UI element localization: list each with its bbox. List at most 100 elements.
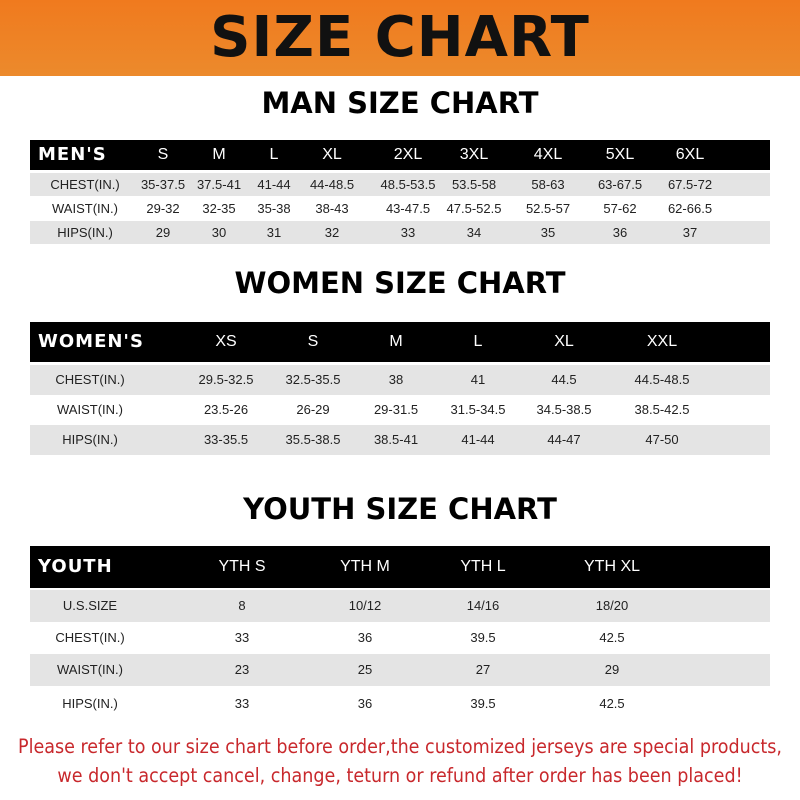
table-row: WAIST(IN.) 23.5-26 26-29 29-31.5 31.5-34.5 34… bbox=[30, 395, 770, 425]
measurement-label: WAIST(IN.) bbox=[57, 662, 123, 677]
men-chart-title: MAN SIZE CHART bbox=[261, 86, 539, 120]
banner: SIZE CHART bbox=[0, 0, 800, 76]
measurement-label: HIPS(IN.) bbox=[62, 696, 118, 711]
banner-title: SIZE CHART bbox=[210, 5, 590, 70]
size-header-cell: XL bbox=[554, 333, 574, 350]
size-header-cell: 3XL bbox=[459, 146, 489, 163]
size-header-cell: S bbox=[307, 333, 319, 350]
measurement-value: 26-29 bbox=[296, 402, 330, 417]
measurement-value: 41-44 bbox=[257, 177, 291, 192]
measurement-value: 27 bbox=[475, 662, 491, 677]
measurement-value: 39.5 bbox=[470, 696, 496, 711]
measurement-value: 43-47.5 bbox=[385, 201, 431, 216]
size-header-cell: XXL bbox=[646, 333, 678, 350]
measurement-value: 48.5-53.5 bbox=[380, 177, 436, 192]
measurement-value: 37 bbox=[682, 225, 698, 240]
table-row: CHEST(IN.) 29.5-32.5 32.5-35.5 38 41 44.5 44.5… bbox=[30, 365, 770, 395]
table-title-cell: MEN'S bbox=[38, 144, 107, 165]
measurement-value: 29.5-32.5 bbox=[198, 372, 254, 387]
size-header-cell: M bbox=[389, 333, 403, 350]
table-row: CHEST(IN.) 35-37.5 37.5-41 41-44 44-48.5 48.5… bbox=[30, 173, 770, 196]
measurement-value: 44.5-48.5 bbox=[634, 372, 690, 387]
size-header-cell: L bbox=[473, 333, 483, 350]
measurement-value: 30 bbox=[211, 225, 227, 240]
measurement-value: 32.5-35.5 bbox=[285, 372, 341, 387]
measurement-label: HIPS(IN.) bbox=[62, 432, 118, 447]
measurement-label: CHEST(IN.) bbox=[50, 177, 120, 192]
women-chart-title: WOMEN SIZE CHART bbox=[234, 266, 566, 300]
table-row: HIPS(IN.) 33 36 39.5 42.5 bbox=[30, 688, 770, 720]
size-header-cell: XL bbox=[322, 146, 342, 163]
size-header-cell: 5XL bbox=[605, 146, 635, 163]
measurement-value: 47-50 bbox=[645, 432, 679, 447]
size-header-cell: YTH L bbox=[460, 558, 506, 575]
notice-line-2: we don't accept cancel, change, teturn o… bbox=[57, 764, 743, 787]
size-header-cell: YTH S bbox=[218, 558, 266, 575]
measurement-value: 38.5-41 bbox=[373, 432, 419, 447]
measurement-value: 36 bbox=[612, 225, 628, 240]
measurement-value: 41 bbox=[470, 372, 486, 387]
table-header-row: WOMEN'S XS S M L XL XXL bbox=[30, 322, 770, 362]
measurement-value: 35-38 bbox=[257, 201, 291, 216]
measurement-label: WAIST(IN.) bbox=[52, 201, 118, 216]
size-header-cell: S bbox=[157, 146, 169, 163]
measurement-value: 38.5-42.5 bbox=[634, 402, 690, 417]
size-header-cell: 4XL bbox=[533, 146, 563, 163]
measurement-value: 32-35 bbox=[202, 201, 236, 216]
table-title-cell: YOUTH bbox=[38, 556, 113, 577]
measurement-value: 44-48.5 bbox=[309, 177, 355, 192]
measurement-value: 23.5-26 bbox=[203, 402, 249, 417]
table-header-row: MEN'S S M L XL 2XL 3XL 4XL 5XL 6XL bbox=[30, 140, 770, 170]
table-row: WAIST(IN.) 29-32 32-35 35-38 38-43 43-47.5 47.… bbox=[30, 197, 770, 220]
measurement-value: 34.5-38.5 bbox=[536, 402, 592, 417]
notice-line-1: Please refer to our size chart before or… bbox=[18, 735, 782, 758]
measurement-value: 38-43 bbox=[315, 201, 349, 216]
measurement-value: 33-35.5 bbox=[203, 432, 249, 447]
measurement-value: 53.5-58 bbox=[451, 177, 497, 192]
measurement-value: 62-66.5 bbox=[667, 201, 713, 216]
youth-chart-title: YOUTH SIZE CHART bbox=[243, 492, 557, 526]
table-header-row: YOUTH YTH S YTH M YTH L YTH XL bbox=[30, 546, 770, 588]
measurement-value: 8 bbox=[238, 598, 246, 613]
measurement-value: 33 bbox=[234, 630, 250, 645]
measurement-value: 10/12 bbox=[348, 598, 382, 613]
measurement-value: 37.5-41 bbox=[196, 177, 242, 192]
measurement-label: WAIST(IN.) bbox=[57, 402, 123, 417]
table-row: U.S.SIZE 8 10/12 14/16 18/20 bbox=[30, 590, 770, 622]
measurement-value: 35.5-38.5 bbox=[285, 432, 341, 447]
measurement-value: 33 bbox=[400, 225, 416, 240]
measurement-value: 35 bbox=[540, 225, 556, 240]
measurement-value: 18/20 bbox=[595, 598, 629, 613]
measurement-value: 63-67.5 bbox=[597, 177, 643, 192]
size-header-cell: XS bbox=[215, 333, 237, 350]
measurement-value: 29-31.5 bbox=[373, 402, 419, 417]
measurement-value: 35-37.5 bbox=[140, 177, 186, 192]
measurement-value: 29-32 bbox=[146, 201, 180, 216]
measurement-value: 33 bbox=[234, 696, 250, 711]
size-header-cell: 6XL bbox=[675, 146, 705, 163]
measurement-value: 58-63 bbox=[531, 177, 565, 192]
measurement-value: 31 bbox=[266, 225, 282, 240]
measurement-value: 14/16 bbox=[466, 598, 500, 613]
measurement-value: 36 bbox=[357, 696, 373, 711]
measurement-value: 67.5-72 bbox=[667, 177, 713, 192]
measurement-value: 42.5 bbox=[599, 630, 625, 645]
measurement-label: CHEST(IN.) bbox=[55, 630, 125, 645]
size-header-cell: L bbox=[269, 146, 279, 163]
table-row: HIPS(IN.) 29 30 31 32 33 34 35 36 37 bbox=[30, 221, 770, 244]
measurement-value: 38 bbox=[388, 372, 404, 387]
size-header-cell: M bbox=[212, 146, 226, 163]
table-title-cell: WOMEN'S bbox=[38, 331, 144, 352]
measurement-label: HIPS(IN.) bbox=[57, 225, 113, 240]
measurement-value: 57-62 bbox=[603, 201, 637, 216]
measurement-value: 23 bbox=[234, 662, 250, 677]
measurement-value: 39.5 bbox=[470, 630, 496, 645]
measurement-value: 34 bbox=[466, 225, 482, 240]
measurement-value: 44.5 bbox=[551, 372, 577, 387]
measurement-value: 25 bbox=[357, 662, 373, 677]
measurement-value: 47.5-52.5 bbox=[446, 201, 502, 216]
table-row: HIPS(IN.) 33-35.5 35.5-38.5 38.5-41 41-44 44-… bbox=[30, 425, 770, 455]
size-header-cell: 2XL bbox=[393, 146, 423, 163]
measurement-value: 31.5-34.5 bbox=[450, 402, 506, 417]
